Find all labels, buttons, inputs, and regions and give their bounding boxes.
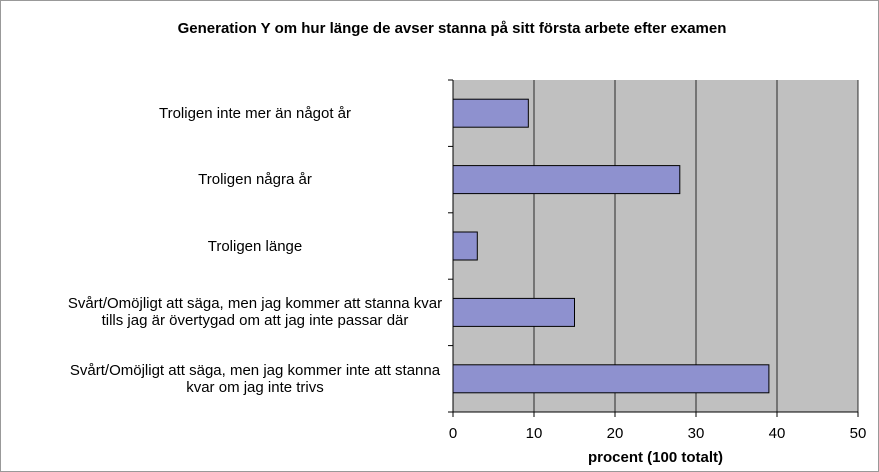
x-tick-label: 50 [850,425,867,442]
x-tick-label: 0 [449,425,457,442]
y-tick-label: Troligen inte mer än något år [158,104,352,122]
x-axis-label: procent (100 totalt) [587,449,723,466]
y-tick-label: Troligen några år [198,171,312,189]
bar [452,98,529,128]
y-tick-label: Svårt/Omöjligt att säga, men jag kommer … [67,295,443,330]
plot-area [453,80,858,412]
x-tick-label: 30 [688,425,705,442]
bar [452,231,478,261]
x-tick-label: 10 [526,425,543,442]
bar [452,297,575,327]
y-tick-label: Svårt/Omöjligt att säga, men jag kommer … [69,361,441,396]
bar [452,165,681,195]
chart-title: Generation Y om hur länge de avser stann… [177,20,727,37]
x-tick-label: 40 [769,425,786,442]
x-tick-label: 20 [607,425,624,442]
bar [452,364,770,394]
y-tick-label: Troligen länge [207,237,303,255]
